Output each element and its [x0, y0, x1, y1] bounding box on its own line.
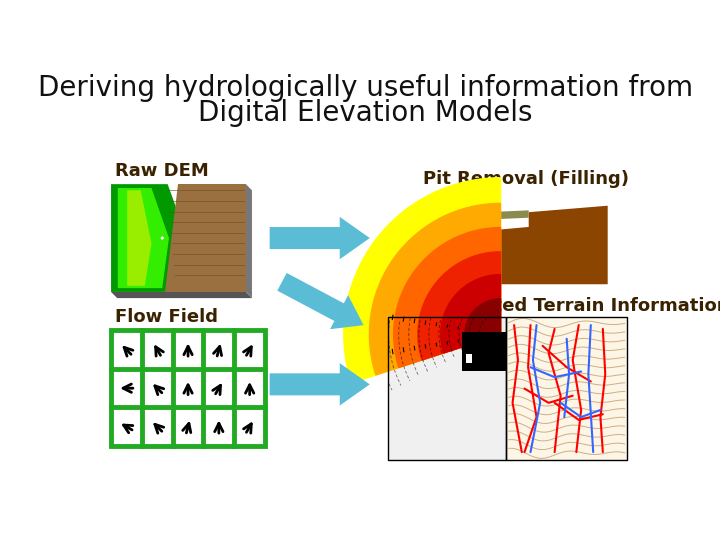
- Polygon shape: [369, 204, 500, 375]
- Polygon shape: [465, 299, 500, 346]
- Bar: [388, 318, 506, 460]
- Polygon shape: [277, 273, 364, 329]
- Polygon shape: [127, 190, 151, 286]
- Text: Digital Elevation Models: Digital Elevation Models: [198, 98, 532, 126]
- Bar: [467, 354, 472, 363]
- Polygon shape: [418, 252, 500, 360]
- Text: Pit Removal (Filling): Pit Removal (Filling): [423, 170, 629, 188]
- Polygon shape: [111, 184, 185, 292]
- Polygon shape: [344, 178, 500, 383]
- Bar: [506, 318, 627, 460]
- Bar: [111, 330, 265, 446]
- Bar: [506, 318, 627, 460]
- Circle shape: [161, 237, 163, 240]
- Bar: [462, 332, 506, 372]
- Bar: [388, 318, 506, 460]
- Bar: [111, 184, 246, 292]
- Polygon shape: [246, 184, 252, 298]
- Polygon shape: [165, 184, 246, 292]
- Bar: [388, 318, 506, 460]
- Polygon shape: [394, 228, 500, 367]
- Polygon shape: [118, 188, 169, 288]
- Text: Raw DEM: Raw DEM: [115, 162, 209, 180]
- Polygon shape: [111, 292, 252, 298]
- Polygon shape: [400, 206, 608, 284]
- Polygon shape: [270, 363, 370, 406]
- Text: Flow Related Terrain Information: Flow Related Terrain Information: [396, 297, 720, 315]
- Text: Flow Field: Flow Field: [115, 308, 218, 326]
- Polygon shape: [270, 217, 370, 259]
- Polygon shape: [487, 211, 528, 220]
- Polygon shape: [431, 233, 472, 247]
- Polygon shape: [441, 275, 500, 353]
- Text: Deriving hydrologically useful information from: Deriving hydrologically useful informati…: [37, 74, 693, 102]
